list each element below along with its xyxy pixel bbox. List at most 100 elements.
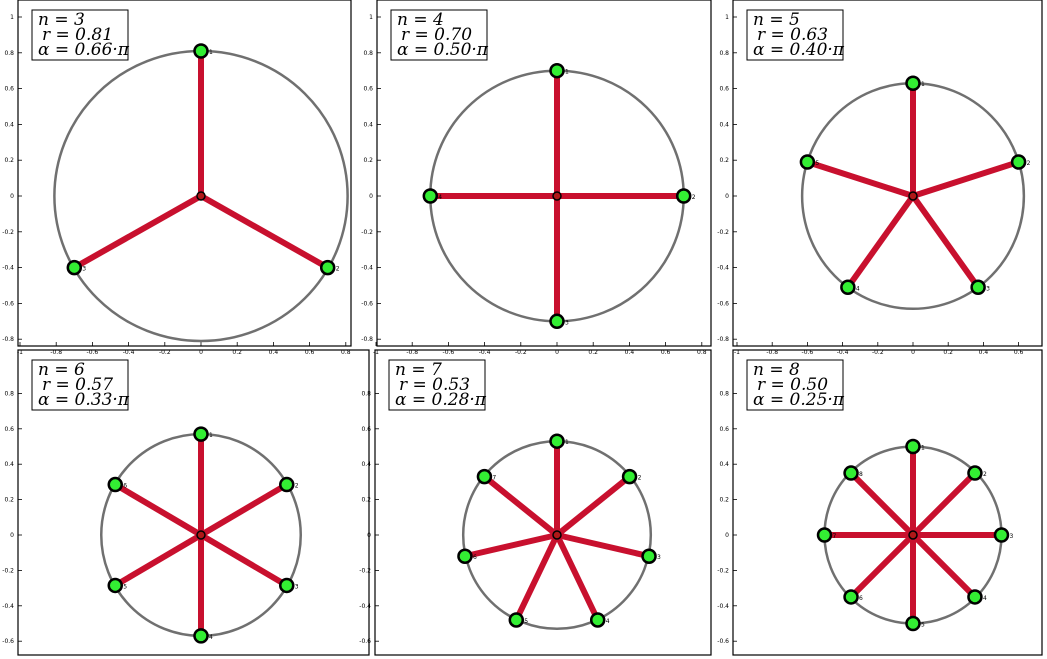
y-tick-label: -0.6 — [359, 638, 371, 645]
y-tick-label: -0.2 — [717, 567, 729, 574]
node-point — [621, 468, 638, 485]
node-point — [905, 438, 921, 455]
node-point — [279, 577, 295, 594]
node-point — [549, 313, 565, 330]
node-label: 3 — [657, 554, 661, 561]
y-tick-label: 0 — [10, 532, 14, 539]
x-tick-label: 0.6 — [1014, 349, 1024, 356]
x-tick-label: 0.6 — [661, 349, 671, 356]
y-tick-label: 0.4 — [719, 121, 729, 128]
x-tick-label: 0.4 — [979, 349, 989, 356]
x-tick-label: 0.8 — [697, 349, 707, 356]
node-label: 7 — [833, 533, 837, 540]
y-tick-label: 0.6 — [719, 86, 729, 93]
y-tick-label: -0.6 — [2, 638, 14, 645]
center-node — [196, 191, 206, 201]
y-tick-label: -0.6 — [361, 300, 373, 307]
node-label: 4 — [983, 595, 987, 602]
y-tick-label: 0 — [725, 193, 729, 200]
y-tick-label: 0.2 — [719, 497, 729, 504]
y-tick-label: -0.2 — [2, 567, 14, 574]
node-label: 1 — [209, 49, 213, 56]
node-label: 4 — [209, 634, 213, 641]
x-tick-label: 0 — [555, 349, 559, 356]
node-label: 4 — [438, 194, 442, 201]
node-label: 5 — [921, 622, 925, 629]
y-tick-label: -0.4 — [359, 603, 371, 610]
y-tick-label: 0.6 — [361, 426, 371, 433]
axes-frame — [732, 0, 1043, 347]
spoke-edge — [848, 532, 916, 600]
x-tick-label: -0.8 — [766, 349, 778, 356]
y-tick-label: -0.6 — [2, 300, 14, 307]
node-point — [970, 279, 986, 296]
chart-panel-n8: -0.6 -0.4 -0.2 0 0.2 0.4 0.6 0.8 1 2 3 4 5 6 7 8 n = 8r … — [717, 349, 1043, 656]
y-tick-label: -0.8 — [361, 336, 373, 343]
y-tick-label: 0.4 — [719, 461, 729, 468]
x-tick-label: -1 — [734, 349, 740, 356]
chart-panel-n6: -0.6 -0.4 -0.2 0 0.2 0.4 0.6 0.8 1 2 3 4 5 6 n = 6r = … — [2, 349, 370, 656]
node-label: 1 — [921, 445, 925, 452]
node-label: 1 — [209, 432, 213, 439]
x-tick-label: -0.2 — [515, 349, 527, 356]
parameter-text: r = 0.81 — [42, 25, 113, 45]
node-point — [675, 188, 692, 204]
node-label: 8 — [859, 471, 863, 478]
spoke-edge — [482, 474, 559, 538]
center-node — [908, 191, 918, 201]
node-point — [66, 259, 83, 276]
x-tick-label: 0.2 — [232, 349, 242, 356]
y-tick-label: 1 — [725, 14, 729, 21]
spoke-edge — [113, 532, 203, 589]
y-tick-label: 0.8 — [719, 50, 729, 57]
y-tick-label: 0 — [10, 193, 14, 200]
node-label: 3 — [986, 285, 990, 292]
node-label: 5 — [815, 160, 819, 167]
node-point — [1010, 154, 1027, 170]
x-tick-label: 0 — [911, 349, 915, 356]
spoke-edge — [806, 159, 914, 199]
node-point — [799, 154, 816, 170]
x-tick-label: -1 — [373, 349, 379, 356]
y-tick-label: 0.4 — [4, 121, 14, 128]
y-tick-label: 0.4 — [363, 121, 373, 128]
center-node — [552, 191, 562, 201]
parameter-text: n = 8 — [753, 360, 800, 380]
parameter-text: r = 0.50 — [757, 375, 828, 395]
y-tick-label: 0.4 — [4, 461, 14, 468]
node-point — [641, 548, 657, 564]
parameter-text: n = 7 — [395, 360, 442, 380]
y-tick-label: 0 — [367, 532, 371, 539]
y-tick-label: -0.4 — [2, 265, 14, 272]
axes-frame — [17, 349, 370, 656]
x-tick-label: -1 — [17, 349, 23, 356]
spoke-edge — [912, 159, 1020, 199]
parameter-text: α = 0.50·π — [397, 40, 489, 60]
spoke-edge — [113, 481, 203, 538]
node-point — [905, 615, 921, 632]
x-tick-label: 0.6 — [305, 349, 315, 356]
parameter-text: r = 0.57 — [42, 375, 113, 395]
y-tick-label: -0.8 — [2, 336, 14, 343]
parameter-box — [390, 9, 488, 61]
spoke-edge — [199, 481, 289, 538]
parameter-box — [388, 359, 486, 411]
node-label: 2 — [295, 483, 299, 490]
x-tick-label: -0.6 — [87, 349, 99, 356]
parameter-text: α = 0.28·π — [395, 390, 487, 410]
x-tick-label: 0.4 — [269, 349, 279, 356]
node-label: 1 — [565, 439, 569, 446]
y-tick-label: -0.2 — [359, 567, 371, 574]
center-node — [552, 530, 562, 540]
node-point — [422, 188, 439, 204]
node-label: 4 — [856, 285, 860, 292]
node-point — [843, 589, 859, 605]
node-point — [589, 612, 606, 628]
parameter-text: α = 0.33·π — [38, 390, 130, 410]
parameter-text: n = 5 — [753, 10, 800, 30]
parameter-text: n = 6 — [38, 360, 85, 380]
y-tick-label: 0.6 — [4, 426, 14, 433]
spoke-edge — [910, 194, 981, 290]
node-label: 6 — [473, 554, 477, 561]
chart-panel-n3: -0.8-0.6-0.4-0.200.20.40.60.81-1 -0.8 -0.6… — [2, 0, 352, 356]
